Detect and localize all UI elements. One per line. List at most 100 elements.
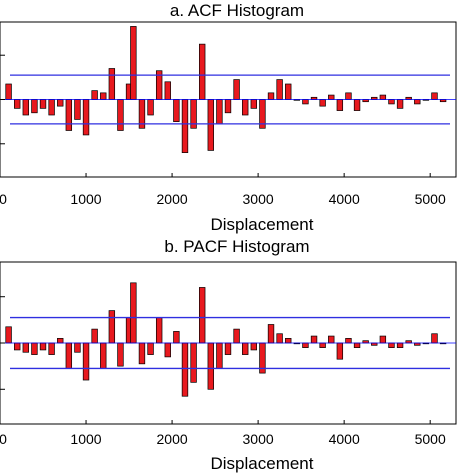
acf-bars (5, 26, 447, 153)
acf-bar (130, 26, 137, 100)
pacf-bar (130, 282, 137, 344)
pacf-x-tick-label: 5000 (415, 431, 446, 447)
acf-panel: a. ACF Histogram 0 1000 2000 3000 4000 5000 D… (0, 1, 457, 234)
pacf-bar (22, 342, 29, 353)
acf-bar (74, 99, 81, 120)
pacf-bar (224, 342, 232, 355)
acf-bar (276, 79, 283, 100)
acf-bar (302, 99, 309, 105)
pacf-x-tick-label: 3000 (243, 431, 274, 447)
acf-bar (319, 99, 326, 107)
pacf-bar (250, 342, 258, 351)
pacf-bar (74, 342, 81, 353)
acf-x-tick-label: 1000 (70, 191, 101, 207)
acf-bar (431, 92, 438, 100)
acf-bar (39, 99, 47, 109)
acf-bar (396, 99, 404, 109)
acf-bar (267, 92, 275, 100)
pacf-bar (328, 335, 335, 344)
pacf-bar (173, 331, 180, 344)
pacf-bar (14, 342, 21, 351)
pacf-bar (242, 342, 249, 355)
pacf-bar (345, 338, 352, 344)
acf-bar (173, 99, 180, 122)
pacf-bar (207, 342, 214, 390)
acf-bar (414, 99, 421, 105)
pacf-bar (233, 328, 240, 344)
pacf-bar (164, 342, 171, 358)
acf-lines (0, 54, 456, 145)
acf-bar (22, 99, 29, 116)
acf-x-tick-label: 0 (0, 191, 7, 207)
pacf-bar (310, 335, 318, 344)
pacf-bar (388, 342, 395, 348)
pacf-bar (147, 342, 154, 355)
acf-bar (57, 99, 64, 107)
acf-bar (117, 99, 124, 131)
pacf-bar (117, 342, 124, 367)
pacf-x-axis-label: Displacement (211, 454, 314, 473)
pacf-bar (379, 335, 387, 344)
pacf-bar (31, 342, 38, 355)
pacf-ticks: 0 1000 2000 3000 4000 5000 (0, 420, 446, 447)
pacf-bar (319, 342, 326, 348)
acf-bar (379, 94, 387, 100)
acf-bar (388, 99, 395, 105)
pacf-x-tick-label: 1000 (70, 431, 101, 447)
pacf-bar (353, 342, 361, 348)
acf-bar (181, 99, 189, 153)
acf-bar (164, 81, 171, 100)
acf-bar (199, 43, 206, 100)
acf-bar (224, 99, 232, 114)
pacf-bar (431, 333, 438, 344)
acf-bar (328, 94, 335, 100)
pacf-bar (285, 338, 292, 344)
pacf-bar (5, 326, 12, 344)
pacf-bars (5, 282, 447, 397)
acf-bar (100, 92, 107, 100)
acf-bar (242, 99, 249, 116)
pacf-lines (0, 296, 456, 390)
pacf-x-tick-label: 0 (0, 431, 7, 447)
acf-bar (91, 90, 98, 100)
acf-bar (82, 99, 90, 136)
pacf-bar (336, 342, 344, 360)
acf-bar (216, 99, 223, 125)
pacf-bar (138, 342, 146, 365)
acf-title: a. ACF Histogram (170, 1, 304, 20)
acf-bar (108, 68, 116, 100)
acf-bar (353, 99, 361, 111)
acf-ticks: 0 1000 2000 3000 4000 5000 (0, 173, 446, 207)
pacf-bar (108, 310, 116, 344)
pacf-bar (276, 333, 283, 344)
acf-bar (207, 99, 214, 151)
pacf-bar (39, 342, 47, 351)
pacf-panel: b. PACF Histogram 0 1000 2000 3000 4000 5000 … (0, 237, 457, 473)
acf-bar (285, 83, 292, 100)
pacf-bar (199, 287, 206, 344)
pacf-x-tick-label: 4000 (329, 431, 360, 447)
acf-x-tick-label: 3000 (243, 191, 274, 207)
acf-x-tick-label: 2000 (157, 191, 188, 207)
acf-bar (233, 79, 240, 100)
pacf-bar (302, 342, 309, 348)
pacf-title: b. PACF Histogram (164, 237, 309, 256)
acf-bar (250, 99, 258, 109)
pacf-bar (181, 342, 189, 397)
acf-bar (147, 99, 154, 116)
pacf-bar (396, 342, 404, 348)
acf-bar (48, 99, 55, 116)
pacf-x-tick-label: 2000 (157, 431, 188, 447)
pacf-bar (100, 342, 107, 369)
acf-bar (336, 99, 344, 111)
acf-x-axis-label: Displacement (211, 215, 314, 234)
pacf-bar (82, 342, 90, 381)
acf-bar (14, 99, 21, 109)
pacf-bar (91, 328, 98, 344)
pacf-bar (57, 338, 64, 344)
acf-x-tick-label: 4000 (329, 191, 360, 207)
acf-x-tick-label: 5000 (415, 191, 446, 207)
acf-bar (65, 99, 73, 131)
acf-bar (5, 83, 12, 100)
